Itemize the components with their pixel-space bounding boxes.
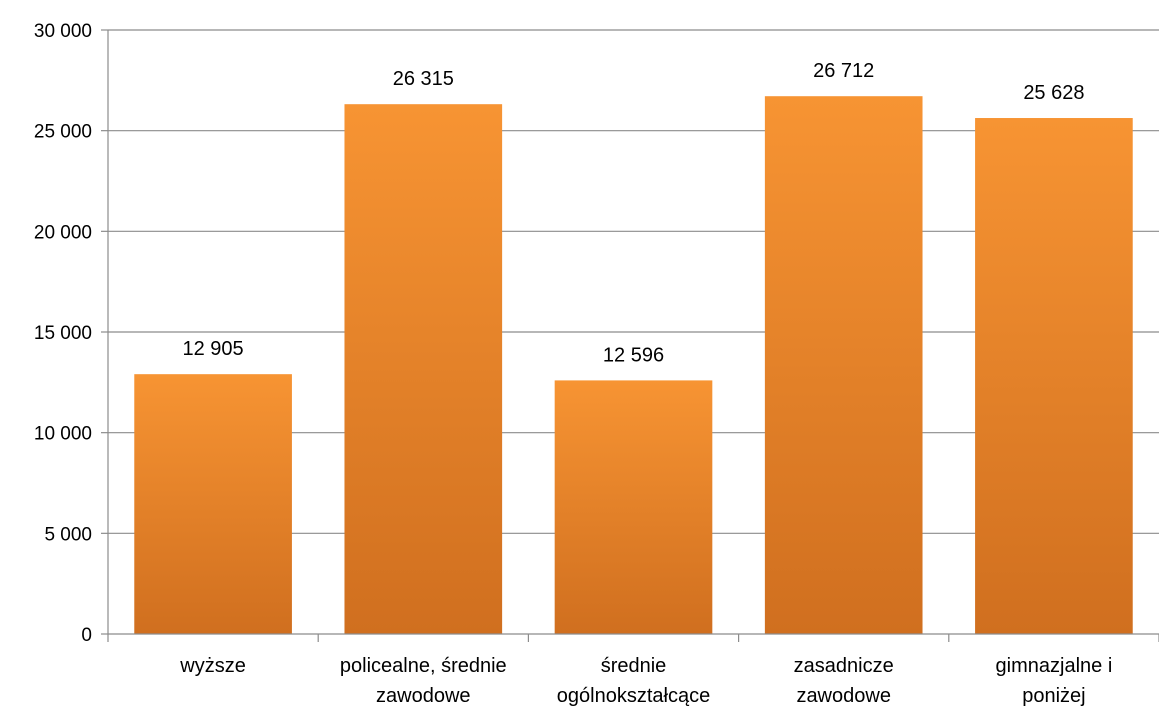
y-tick-label: 0 — [81, 625, 92, 646]
x-category-label: zawodowe — [376, 685, 471, 707]
x-category-label: poniżej — [1022, 685, 1085, 707]
bar — [344, 104, 503, 634]
bar — [554, 380, 713, 634]
bar-value-label: 26 712 — [813, 60, 874, 82]
y-tick-label: 20 000 — [34, 222, 92, 243]
bar-value-label: 12 596 — [603, 344, 664, 366]
bars — [134, 96, 1133, 634]
y-tick-label: 10 000 — [34, 424, 92, 445]
x-category-label: ogólnokształcące — [557, 685, 710, 707]
y-tick-label: 25 000 — [34, 122, 92, 143]
bar — [764, 96, 923, 634]
bar-value-label: 12 905 — [183, 338, 244, 360]
x-category-label: zasadnicze — [794, 655, 894, 677]
x-category-label: średnie — [601, 655, 667, 677]
bar — [134, 374, 292, 634]
x-category-label: zawodowe — [796, 685, 891, 707]
bar-value-label: 26 315 — [393, 68, 454, 90]
bar-value-label: 25 628 — [1023, 82, 1084, 104]
x-category-label: wyższe — [179, 655, 246, 677]
y-tick-label: 5 000 — [44, 524, 92, 545]
bar — [975, 118, 1133, 634]
x-category-label: gimnazjalne i — [996, 655, 1113, 677]
axes — [101, 29, 1159, 642]
y-tick-label: 15 000 — [34, 323, 92, 344]
y-tick-label: 30 000 — [34, 21, 92, 42]
x-category-label: policealne, średnie — [340, 655, 507, 677]
labels: 0 5 000 10 000 15 000 20 000 25 000 30 000 12 9… — [34, 21, 1112, 707]
